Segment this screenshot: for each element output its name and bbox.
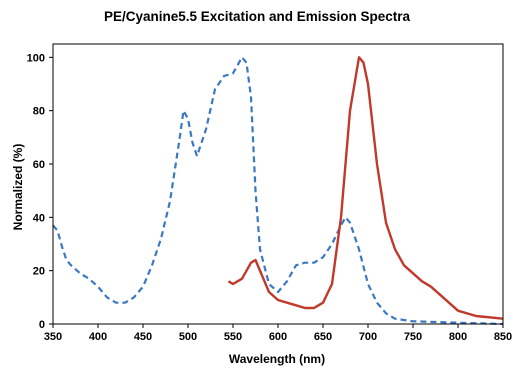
x-tick-label: 400: [89, 331, 107, 343]
x-axis-title: Wavelength (nm): [229, 352, 325, 366]
y-axis-title: Normalized (%): [11, 144, 25, 231]
y-tick-label: 80: [33, 106, 45, 118]
x-tick-label: 650: [314, 331, 332, 343]
x-tick-label: 700: [359, 331, 377, 343]
x-tick-label: 600: [269, 331, 287, 343]
ticks-layer: 350 400 450 500 550 600 650 700 750 800 850 0 20 40 60…: [27, 52, 513, 343]
y-tick-label: 40: [33, 212, 45, 224]
chart-title: PE/Cyanine5.5 Excitation and Emission Sp…: [103, 9, 411, 24]
x-tick-label: 550: [224, 331, 242, 343]
excitation-series-line: [52, 56, 504, 326]
plot-frame: [52, 43, 504, 325]
y-tick-label: 0: [39, 319, 45, 331]
x-tick-label: 350: [44, 331, 62, 343]
y-tick-label: 100: [27, 52, 45, 64]
x-tick-label: 450: [134, 331, 152, 343]
axes-layer: [52, 43, 504, 325]
emission-series-line: [227, 56, 504, 320]
x-tick-label: 800: [449, 331, 467, 343]
y-tick-label: 60: [33, 159, 45, 171]
y-tick-label: 20: [33, 266, 45, 278]
x-tick-label: 750: [404, 331, 422, 343]
x-tick-label: 500: [179, 331, 197, 343]
x-tick-label: 850: [494, 331, 512, 343]
series-layer: [52, 56, 504, 326]
